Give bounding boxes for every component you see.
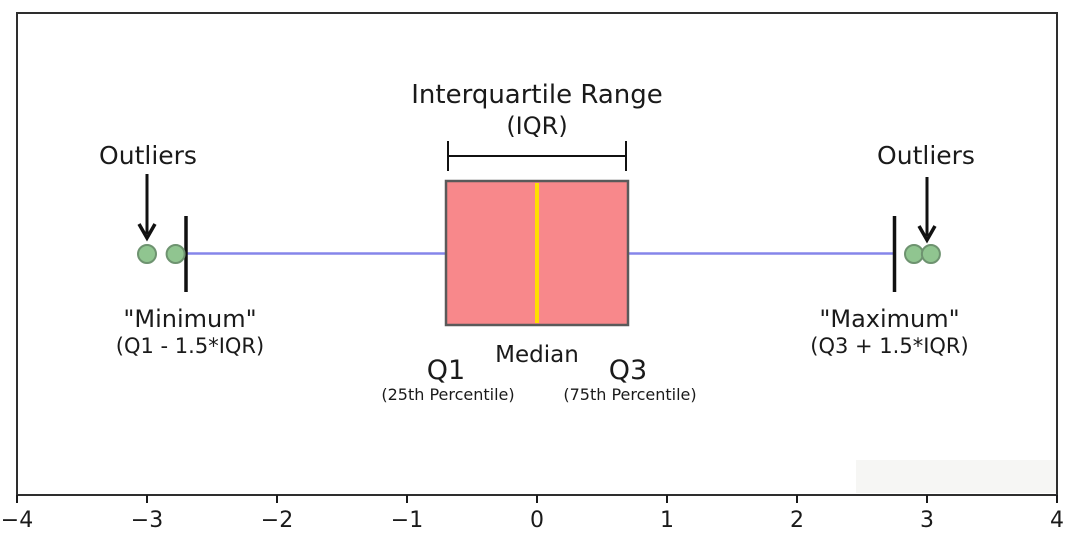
maximum-formula: (Q3 + 1.5*IQR): [810, 334, 968, 358]
outlier-point: [920, 244, 941, 264]
median-label: Median: [495, 342, 579, 368]
q3-sub-label: (75th Percentile): [563, 385, 696, 404]
outliers-left-label: Outliers: [99, 141, 197, 170]
x-axis-tick-label: 2: [790, 508, 804, 533]
maximum-title: "Maximum": [819, 305, 959, 333]
x-axis-tick-label: 0: [530, 508, 544, 533]
outlier-point: [137, 244, 157, 264]
outlier-point: [165, 244, 186, 264]
minimum-title: "Minimum": [123, 305, 256, 333]
x-axis-tick-label: 3: [920, 508, 934, 533]
q1-label: Q1: [427, 355, 465, 386]
x-axis-tick-label: 4: [1050, 508, 1064, 533]
outlier-arrow-right-head: [917, 225, 937, 244]
outlier-arrow-left-head: [137, 223, 157, 242]
x-axis: −4 −3 −2 −1 0 1 2 3 4: [1, 495, 1064, 533]
outlier-point: [904, 244, 924, 264]
outliers-right-label: Outliers: [877, 141, 975, 170]
outlier-points-left: [137, 244, 186, 264]
x-axis-tick-label: 1: [660, 508, 674, 533]
q1-sub-label: (25th Percentile): [381, 385, 514, 404]
x-axis-tick-label: −1: [391, 508, 423, 533]
outlier-points-right: [904, 244, 941, 264]
watermark-remnant: [856, 460, 1056, 493]
minimum-formula: (Q1 - 1.5*IQR): [116, 334, 264, 358]
x-axis-tick-label: −3: [131, 508, 163, 533]
chart-title: Interquartile Range: [411, 80, 662, 110]
outlier-arrow-left-icon: [137, 174, 157, 242]
outlier-arrow-right-icon: [917, 177, 937, 244]
iqr-bracket: [447, 141, 627, 171]
q3-label: Q3: [609, 355, 647, 386]
x-axis-tick-label: −4: [1, 508, 33, 533]
chart-subtitle: (IQR): [506, 112, 567, 140]
x-axis-tick-label: −2: [261, 508, 293, 533]
